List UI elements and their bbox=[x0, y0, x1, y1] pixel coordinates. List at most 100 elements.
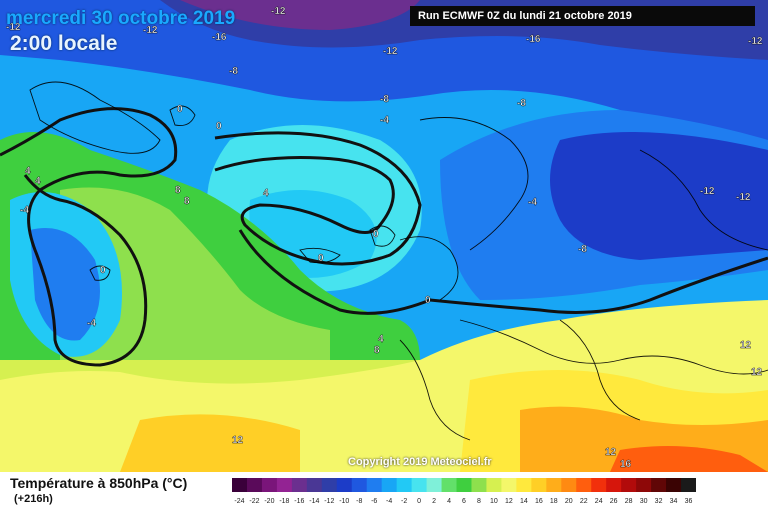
scale-tick-label: 36 bbox=[685, 498, 693, 505]
scale-swatch bbox=[531, 478, 547, 492]
forecast-date: mercredi 30 octobre 2019 bbox=[6, 8, 236, 29]
scale-swatch bbox=[636, 478, 652, 492]
field-west-lightgreen bbox=[60, 187, 330, 360]
scale-swatch bbox=[666, 478, 682, 492]
scale-swatch bbox=[396, 478, 413, 492]
scale-tick-label: -10 bbox=[339, 498, 349, 505]
scale-swatch bbox=[381, 478, 398, 492]
isotherm-label: -8 bbox=[380, 94, 389, 105]
scale-tick-label: -22 bbox=[249, 498, 259, 505]
scale-swatch bbox=[681, 478, 696, 492]
scale-swatch bbox=[336, 478, 353, 492]
scale-tick-label: 30 bbox=[640, 498, 648, 505]
scale-tick-label: 18 bbox=[550, 498, 558, 505]
isotherm-label: -16 bbox=[526, 34, 541, 45]
scale-swatch bbox=[351, 478, 368, 492]
zero-isotherm-front bbox=[238, 229, 768, 315]
isotherm-label: 12 bbox=[605, 447, 617, 458]
scale-swatch bbox=[456, 478, 472, 492]
isotherm-label: -8 bbox=[517, 98, 526, 109]
scale-swatch bbox=[606, 478, 622, 492]
scale-tick-label: -18 bbox=[279, 498, 289, 505]
field-north-coldest bbox=[180, 0, 420, 30]
isotherm-label: -12 bbox=[271, 6, 286, 17]
scale-swatch bbox=[261, 478, 278, 492]
scale-tick-label: -20 bbox=[264, 498, 274, 505]
scale-tick-label: 32 bbox=[655, 498, 663, 505]
scale-swatch bbox=[471, 478, 487, 492]
isotherm-label: -8 bbox=[229, 66, 238, 77]
copyright-notice: Copyright 2019 Meteociel.fr bbox=[348, 456, 492, 468]
scale-tick-label: 28 bbox=[625, 498, 633, 505]
scale-tick-label: -2 bbox=[401, 498, 407, 505]
isotherm-label: 8 bbox=[184, 196, 190, 207]
scale-swatch bbox=[546, 478, 562, 492]
scale-swatch bbox=[561, 478, 577, 492]
scale-swatch bbox=[366, 478, 383, 492]
scale-tick-label: -6 bbox=[371, 498, 377, 505]
scale-tick-label: 20 bbox=[565, 498, 573, 505]
scale-swatch bbox=[591, 478, 607, 492]
isotherm-label: 8 bbox=[175, 185, 181, 196]
isotherm-label: 0 bbox=[216, 121, 222, 132]
isotherm-label: -8 bbox=[578, 244, 587, 255]
scale-swatch bbox=[306, 478, 323, 492]
forecast-time: 2:00 locale bbox=[10, 32, 118, 55]
scale-swatch bbox=[621, 478, 637, 492]
scale-tick-label: 14 bbox=[520, 498, 528, 505]
isotherm-label: 12 bbox=[740, 340, 752, 351]
scale-swatch bbox=[321, 478, 338, 492]
isotherm-label: -16 bbox=[212, 32, 227, 43]
scale-tick-label: -24 bbox=[234, 498, 244, 505]
scale-swatch bbox=[232, 478, 248, 492]
scale-tick-label: 22 bbox=[580, 498, 588, 505]
zero-isotherm-west bbox=[0, 107, 178, 367]
isotherm-label: -12 bbox=[700, 186, 715, 197]
isotherm-label: 4 bbox=[263, 188, 269, 199]
scale-tick-label: 16 bbox=[535, 498, 543, 505]
isotherm-label: 0 bbox=[373, 229, 379, 240]
scale-swatch bbox=[501, 478, 517, 492]
scale-tick-label: 24 bbox=[595, 498, 603, 505]
scale-swatch bbox=[576, 478, 592, 492]
isotherm-label: 4 bbox=[25, 166, 31, 177]
field-south-orange bbox=[120, 414, 300, 472]
isotherm-label: 4 bbox=[378, 334, 384, 345]
scale-tick-label: -4 bbox=[386, 498, 392, 505]
field-south-lime bbox=[0, 360, 420, 384]
isotherm-labels: -12-12 -12-16-12-16 -12-8-8 -8-40044884-4-4… bbox=[6, 6, 763, 470]
scale-swatch bbox=[651, 478, 667, 492]
scale-swatch bbox=[276, 478, 293, 492]
legend-title: Température à 850hPa (°C) bbox=[10, 475, 188, 491]
scale-tick-label: 4 bbox=[447, 498, 451, 505]
isotherm-label: -12 bbox=[748, 36, 763, 47]
scale-swatch bbox=[516, 478, 532, 492]
isotherm-label: -12 bbox=[143, 25, 158, 36]
coastlines bbox=[29, 81, 768, 441]
field-south-hotter bbox=[610, 446, 768, 472]
isotherm-label: 8 bbox=[374, 345, 380, 356]
isotherm-label: 0 bbox=[318, 253, 324, 264]
scale-tick-label: -12 bbox=[324, 498, 334, 505]
scale-tick-label: 26 bbox=[610, 498, 618, 505]
isotherm-label: -12 bbox=[383, 46, 398, 57]
scale-tick-label: 2 bbox=[432, 498, 436, 505]
scale-swatch bbox=[291, 478, 308, 492]
isotherm-label: 12 bbox=[751, 367, 763, 378]
legend-subtitle: (+216h) bbox=[14, 493, 53, 505]
field-west-colder-pocket bbox=[30, 228, 100, 341]
isotherm-label: -4 bbox=[20, 205, 29, 216]
scale-tick-label: -8 bbox=[356, 498, 362, 505]
isotherm-label: -4 bbox=[87, 318, 96, 329]
isotherm-label: -12 bbox=[6, 22, 21, 33]
scale-swatch bbox=[426, 478, 443, 492]
isotherm-label: -12 bbox=[736, 192, 751, 203]
isotherm-label: -4 bbox=[528, 197, 537, 208]
scale-tick-label: 0 bbox=[417, 498, 421, 505]
isotherm-label: 0 bbox=[100, 265, 106, 276]
field-europe-colder bbox=[550, 132, 768, 260]
isotherm-label: 0 bbox=[177, 104, 183, 115]
scale-swatch bbox=[441, 478, 458, 492]
scale-swatch bbox=[411, 478, 428, 492]
